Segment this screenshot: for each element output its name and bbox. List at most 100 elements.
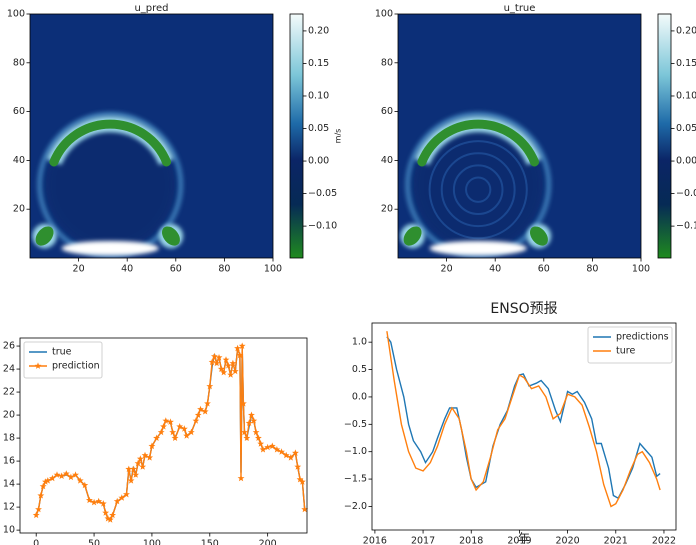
legend-box: [587, 326, 673, 364]
star-marker: [237, 474, 245, 482]
star-marker: [113, 497, 121, 505]
legend-label: true: [52, 347, 72, 358]
legend-label: prediction: [52, 361, 100, 372]
star-marker: [127, 477, 135, 484]
crest: [417, 119, 539, 167]
star-marker: [273, 446, 281, 453]
y-tick-label: 100: [375, 9, 393, 20]
star-marker: [294, 463, 302, 470]
star-marker: [157, 428, 165, 436]
colorbar-tick-label: 0.20: [676, 25, 696, 36]
star-marker: [252, 428, 260, 436]
star-marker: [213, 359, 221, 367]
corner-crest: [35, 226, 54, 246]
colorbar-tick-label: −0.05: [308, 188, 337, 199]
ripple: [452, 164, 504, 215]
star-marker: [95, 497, 103, 505]
star-marker: [227, 371, 234, 378]
corner-crest: [529, 226, 548, 246]
star-marker: [215, 354, 223, 361]
x-tick-label: 80: [586, 264, 598, 275]
star-marker: [224, 362, 232, 369]
star-marker: [259, 446, 267, 453]
y-tick-label: 60: [381, 106, 393, 117]
corner-crest: [403, 226, 422, 246]
x-axis-label: 年: [518, 532, 530, 545]
legend-box: [23, 341, 103, 379]
y-tick-label: 10: [3, 525, 15, 536]
star-marker: [125, 465, 133, 473]
star-marker: [160, 423, 167, 430]
series-line: [386, 331, 661, 508]
x-tick-label: 100: [264, 264, 282, 275]
star-marker: [167, 418, 174, 425]
bottom-glow: [429, 240, 527, 256]
x-tick-label: 50: [88, 539, 100, 545]
star-marker: [278, 448, 285, 455]
colorbar-tick-label: 0.00: [308, 156, 329, 167]
plot-frame: [29, 13, 274, 259]
y-tick-label: 100: [7, 9, 25, 20]
star-marker: [236, 351, 244, 359]
star-marker: [106, 516, 114, 523]
star-marker: [62, 470, 70, 477]
x-tick-label: 20: [73, 264, 85, 275]
x-tick-label: 40: [121, 264, 133, 275]
y-tick-label: 20: [13, 204, 25, 215]
colorbar-label: m/s: [334, 129, 343, 144]
ripple: [465, 176, 492, 203]
star-marker: [296, 475, 304, 483]
chart-title: u_true: [504, 3, 536, 14]
star-marker: [183, 432, 191, 439]
star-marker: [136, 455, 144, 462]
colorbar: [289, 13, 304, 259]
star-marker: [217, 365, 225, 372]
x-tick-label: 100: [143, 539, 161, 545]
star-marker: [298, 478, 306, 485]
x-tick-label: 2020: [556, 536, 580, 545]
x-tick-label: 2019: [507, 536, 531, 545]
star-marker: [204, 400, 211, 407]
x-tick-label: 200: [259, 539, 277, 545]
star-marker: [76, 477, 84, 484]
plot-frame: [19, 337, 308, 534]
star-marker: [206, 382, 214, 390]
y-tick-label: −1.5: [344, 474, 367, 485]
star-marker: [220, 368, 228, 376]
y-tick-label: 16: [3, 456, 15, 467]
star-marker: [241, 428, 248, 436]
star-marker: [238, 342, 246, 349]
colorbar-tick-label: −0.10: [676, 221, 696, 232]
chart-title: ENSO预报: [490, 301, 557, 317]
star-marker: [255, 434, 262, 441]
star-marker: [287, 454, 295, 461]
star-marker: [90, 498, 98, 506]
colorbar-tick-label: 0.15: [676, 58, 696, 69]
star-marker: [148, 442, 156, 450]
x-tick-label: 40: [489, 264, 501, 275]
star-marker: [153, 434, 160, 441]
y-tick-label: 0.0: [352, 391, 367, 402]
y-tick-label: 60: [13, 106, 25, 117]
star-marker: [42, 478, 49, 485]
star-marker: [239, 400, 247, 407]
star-marker: [171, 434, 179, 441]
star-marker: [134, 459, 142, 467]
star-marker: [130, 465, 137, 473]
field-image: [30, 14, 273, 258]
ripple: [440, 152, 516, 228]
corner-crest: [161, 226, 180, 246]
y-tick-label: 22: [3, 387, 15, 398]
colorbar-tick-label: 0.15: [308, 58, 329, 69]
x-tick-label: 2018: [459, 536, 483, 545]
star-marker: [234, 344, 241, 352]
y-tick-label: 0.5: [352, 364, 367, 375]
y-tick-label: 14: [3, 479, 15, 490]
star-marker: [180, 425, 188, 432]
star-marker: [109, 511, 116, 519]
star-marker: [81, 481, 89, 489]
colorbar-tick-label: 0.00: [676, 156, 696, 167]
star-marker: [53, 471, 61, 478]
legend-label: ture: [616, 346, 635, 357]
